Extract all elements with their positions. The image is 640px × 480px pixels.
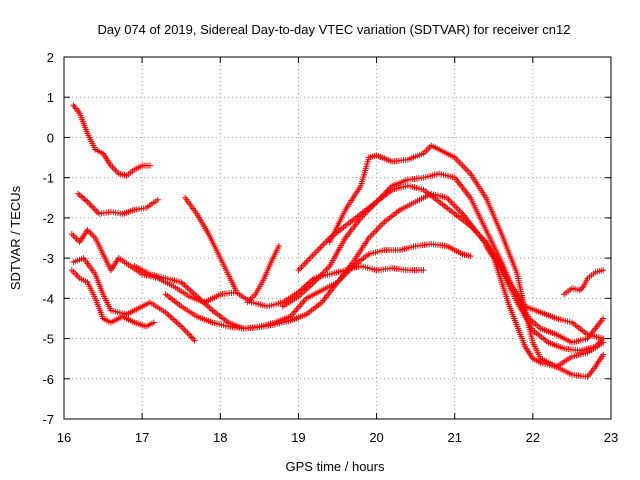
data-point-marker bbox=[189, 289, 196, 296]
data-point-marker bbox=[206, 304, 213, 311]
series-arc-n bbox=[561, 267, 607, 298]
data-point-marker bbox=[578, 285, 585, 292]
data-point-marker bbox=[579, 284, 586, 291]
data-point-marker bbox=[164, 310, 171, 317]
data-point-marker bbox=[182, 283, 189, 290]
series-arc-d bbox=[70, 255, 198, 344]
x-tick-label: 22 bbox=[526, 430, 540, 445]
data-point-marker bbox=[146, 162, 153, 169]
series-arc-e bbox=[68, 267, 157, 330]
chart-title: Day 074 of 2019, Sidereal Day-to-day VTE… bbox=[97, 22, 570, 37]
data-point-marker bbox=[165, 312, 172, 319]
data-point-marker bbox=[600, 267, 607, 274]
grid-lines bbox=[64, 57, 611, 419]
data-point-marker bbox=[85, 200, 92, 207]
data-point-marker bbox=[207, 305, 214, 312]
y-tick-label: -3 bbox=[42, 251, 54, 266]
data-point-marker bbox=[76, 192, 83, 199]
data-point-marker bbox=[309, 280, 316, 287]
data-point-marker bbox=[576, 287, 583, 294]
data-point-marker bbox=[600, 315, 607, 322]
data-point-marker bbox=[90, 204, 97, 211]
data-point-marker bbox=[600, 339, 607, 346]
data-point-marker bbox=[75, 190, 82, 197]
data-point-marker bbox=[191, 337, 198, 344]
x-tick-label: 20 bbox=[369, 430, 383, 445]
x-tick-label: 17 bbox=[135, 430, 149, 445]
y-tick-label: -2 bbox=[42, 211, 54, 226]
y-tick-label: 0 bbox=[47, 130, 54, 145]
x-tick-label: 23 bbox=[604, 430, 618, 445]
y-tick-label: 2 bbox=[47, 50, 54, 65]
data-point-marker bbox=[154, 196, 161, 203]
series-arc-j bbox=[279, 170, 607, 346]
data-point-marker bbox=[168, 315, 175, 322]
axis-ticks: 16 17 18 19 20 21 22 23 -7 -6 -5 -4 -3 -2 -1 0 1 2 bbox=[42, 50, 618, 445]
data-point-marker bbox=[232, 287, 239, 294]
x-tick-label: 19 bbox=[291, 430, 305, 445]
data-point-marker bbox=[88, 203, 95, 210]
series-arc-b bbox=[75, 190, 161, 217]
data-point-marker bbox=[303, 286, 310, 293]
data-point-marker bbox=[204, 303, 211, 310]
x-tick-label: 18 bbox=[213, 430, 227, 445]
data-point-marker bbox=[301, 287, 308, 294]
y-tick-label: -4 bbox=[42, 291, 54, 306]
data-point-marker bbox=[190, 290, 197, 297]
x-axis-label: GPS time / hours bbox=[286, 459, 385, 474]
y-tick-label: -7 bbox=[42, 412, 54, 427]
data-point-marker bbox=[600, 351, 607, 358]
data-point-marker bbox=[150, 319, 157, 326]
plot-frame bbox=[63, 56, 612, 420]
data-point-marker bbox=[420, 267, 427, 274]
data-point-marker bbox=[186, 286, 193, 293]
data-point-marker bbox=[82, 197, 89, 204]
series-arc-c bbox=[68, 226, 427, 310]
data-point-marker bbox=[176, 322, 183, 329]
data-point-marker bbox=[79, 194, 86, 201]
data-point-marker bbox=[190, 336, 197, 343]
series-arc-a bbox=[70, 102, 153, 179]
data-point-marker bbox=[87, 201, 94, 208]
data-point-marker bbox=[181, 282, 188, 289]
y-tick-label: -5 bbox=[42, 332, 54, 347]
data-point-marker bbox=[171, 317, 178, 324]
data-point-marker bbox=[188, 334, 195, 341]
data-point-marker bbox=[306, 283, 313, 290]
data-point-marker bbox=[173, 319, 180, 326]
data-point-marker bbox=[296, 291, 303, 298]
series-arc-g bbox=[182, 194, 239, 294]
data-point-marker bbox=[467, 253, 474, 260]
series-arc-h bbox=[244, 243, 282, 306]
data-point-marker bbox=[94, 209, 101, 216]
data-point-marker bbox=[298, 290, 305, 297]
data-point-marker bbox=[81, 196, 88, 203]
data-point-marker bbox=[91, 206, 98, 213]
data-point-marker bbox=[84, 198, 91, 205]
data-marks bbox=[68, 102, 607, 380]
y-axis-label: SDTVAR / TECUs bbox=[8, 185, 23, 290]
y-tick-label: -1 bbox=[42, 171, 54, 186]
x-tick-label: 16 bbox=[57, 430, 71, 445]
data-point-marker bbox=[175, 320, 182, 327]
data-point-marker bbox=[170, 316, 177, 323]
x-tick-label: 21 bbox=[447, 430, 461, 445]
data-point-marker bbox=[307, 282, 314, 289]
data-point-marker bbox=[300, 289, 307, 296]
y-tick-label: 1 bbox=[47, 90, 54, 105]
data-point-marker bbox=[187, 287, 194, 294]
series-arc-m bbox=[482, 243, 607, 370]
data-point-marker bbox=[78, 193, 85, 200]
data-point-marker bbox=[93, 207, 100, 214]
data-point-marker bbox=[184, 284, 191, 291]
y-tick-label: -6 bbox=[42, 372, 54, 387]
series-arc-k bbox=[295, 182, 607, 354]
data-point-marker bbox=[167, 313, 174, 320]
data-point-marker bbox=[304, 284, 311, 291]
series-arc-i bbox=[162, 190, 607, 342]
data-point-marker bbox=[275, 243, 282, 250]
